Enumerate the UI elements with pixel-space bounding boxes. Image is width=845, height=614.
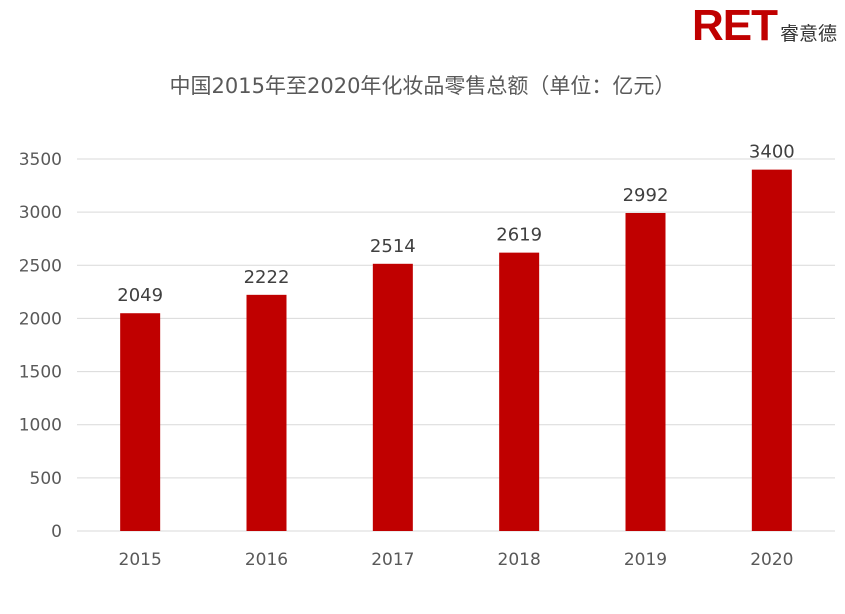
x-tick-label: 2017 xyxy=(371,550,414,570)
y-tick-label: 1500 xyxy=(19,363,62,383)
data-label: 2049 xyxy=(117,285,163,306)
x-tick-label: 2018 xyxy=(498,550,541,570)
data-label: 2514 xyxy=(370,236,416,257)
y-tick-label: 500 xyxy=(30,469,62,489)
bar xyxy=(246,294,287,531)
bar xyxy=(120,313,161,531)
bar xyxy=(625,212,666,531)
chart-title: 中国2015年至2020年化妆品零售总额（单位：亿元） xyxy=(169,74,676,98)
y-tick-label: 0 xyxy=(51,522,62,542)
bar xyxy=(372,263,413,531)
x-tick-label: 2016 xyxy=(245,550,288,570)
y-tick-label: 3500 xyxy=(19,150,62,170)
data-label: 3400 xyxy=(749,142,795,163)
brand-logo: RET 睿意德 xyxy=(692,4,837,48)
x-tick-label: 2015 xyxy=(119,550,162,570)
y-tick-label: 3000 xyxy=(19,203,62,223)
data-label: 2992 xyxy=(623,185,669,206)
logo-name: 睿意德 xyxy=(779,23,837,45)
bar xyxy=(499,252,540,532)
y-tick-label: 2500 xyxy=(19,256,62,276)
logo-mark: RET xyxy=(691,1,778,50)
data-label: 2619 xyxy=(496,225,542,246)
x-tick-label: 2020 xyxy=(750,550,793,570)
data-label: 2222 xyxy=(244,267,290,288)
x-tick-label: 2019 xyxy=(624,550,667,570)
y-tick-label: 2000 xyxy=(19,309,62,329)
y-tick-label: 1000 xyxy=(19,416,62,436)
bar xyxy=(751,169,792,531)
